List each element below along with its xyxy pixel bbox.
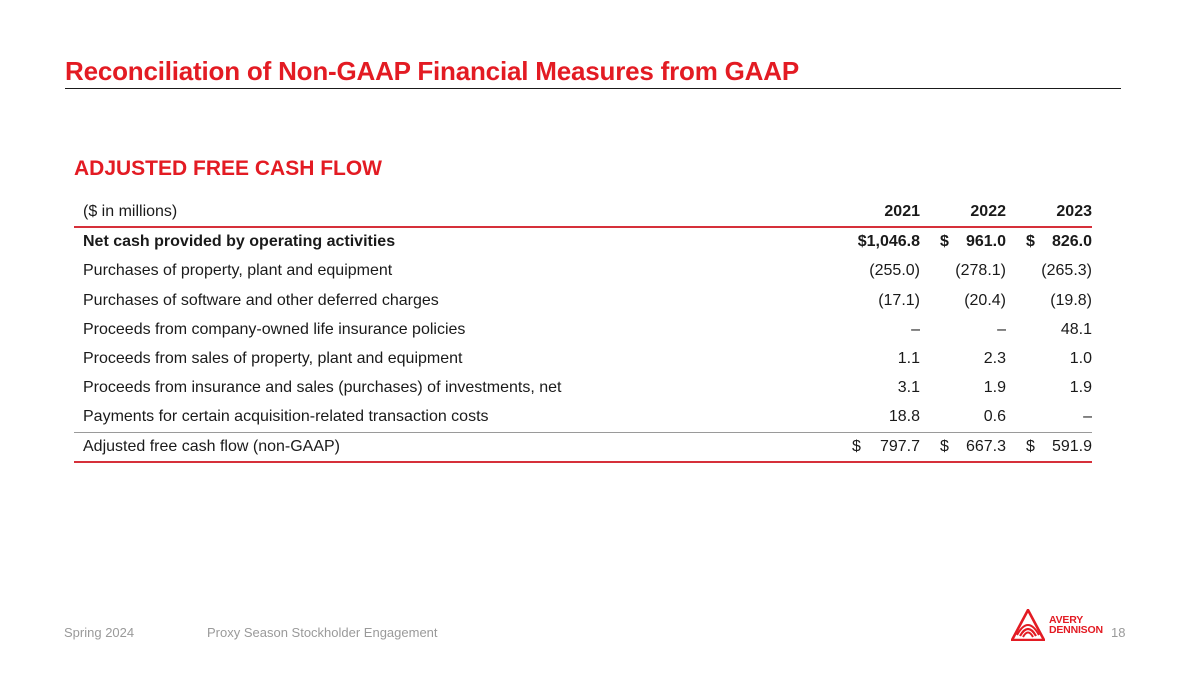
table-row: Proceeds from sales of property, plant a…	[74, 344, 1092, 373]
row-value-2023: $826.0	[1026, 233, 1092, 251]
currency-symbol: $	[1026, 437, 1035, 455]
total-value-2023: $591.9	[1026, 437, 1092, 455]
row-value-2022: (278.1)	[955, 262, 1006, 280]
logo-line-1: AVERY	[1049, 614, 1084, 626]
title-divider	[65, 88, 1121, 89]
row-value-2022: –	[997, 320, 1006, 338]
total-label: Adjusted free cash flow (non-GAAP)	[74, 431, 824, 463]
row-label: Proceeds from insurance and sales (purch…	[83, 379, 562, 397]
row-label: Proceeds from sales of property, plant a…	[83, 350, 463, 368]
table-header-row: ($ in millions) 2021 2022 2023	[74, 198, 1092, 229]
row-label: Net cash provided by operating activitie…	[83, 233, 396, 251]
table-row: Proceeds from company-owned life insuran…	[74, 315, 1092, 344]
row-value-2022: 0.6	[983, 408, 1006, 426]
slide-title: Reconciliation of Non-GAAP Financial Mea…	[65, 56, 799, 86]
row-value-2023: 1.9	[1069, 379, 1092, 397]
logo-line-2: DENNISON	[1049, 624, 1103, 636]
row-value-2023: (265.3)	[1041, 262, 1092, 280]
adjusted-free-cash-flow-table: ($ in millions) 2021 2022 2023 Net cash …	[74, 198, 1092, 463]
row-value-2023: 48.1	[1060, 320, 1092, 338]
total-value-2021: $797.7	[852, 437, 920, 455]
unit-label: ($ in millions)	[74, 198, 824, 229]
row-value-2022: (20.4)	[964, 291, 1006, 309]
section-heading: ADJUSTED FREE CASH FLOW	[74, 157, 383, 180]
row-value-2021: (17.1)	[878, 291, 920, 309]
avery-dennison-logo: AVERY DENNISON	[1011, 609, 1103, 641]
row-value-2023: –	[1083, 408, 1092, 426]
table-row: Proceeds from insurance and sales (purch…	[74, 374, 1092, 403]
currency-symbol: $	[852, 437, 861, 455]
row-value-2022: 1.9	[983, 379, 1006, 397]
currency-symbol: $	[1026, 233, 1035, 251]
row-label: Purchases of property, plant and equipme…	[83, 262, 393, 280]
row-label: Payments for certain acquisition-related…	[83, 408, 489, 426]
row-value-2021: (255.0)	[869, 262, 920, 280]
row-value-2021: 3.1	[897, 379, 920, 397]
total-row: Adjusted free cash flow (non-GAAP) $797.…	[74, 431, 1092, 463]
row-value-2023: 1.0	[1069, 350, 1092, 368]
total-value-2022: $667.3	[940, 437, 1006, 455]
year-header-2022: 2022	[920, 198, 1006, 229]
row-label: Proceeds from company-owned life insuran…	[83, 320, 466, 338]
row-value-2022: 2.3	[983, 350, 1006, 368]
table-row: Net cash provided by operating activitie…	[74, 227, 1092, 256]
currency-symbol: $	[940, 233, 949, 251]
page-number: 18	[1111, 625, 1126, 640]
row-value-2021: –	[911, 320, 920, 338]
logo-wordmark: AVERY DENNISON	[1049, 614, 1103, 636]
row-value-2021: $1,046.8	[857, 233, 920, 251]
row-value-2023: (19.8)	[1050, 291, 1092, 309]
table-row: Payments for certain acquisition-related…	[74, 403, 1092, 432]
row-value-2021: 1.1	[897, 350, 920, 368]
footer-date: Spring 2024	[64, 625, 135, 640]
table-row: Purchases of software and other deferred…	[74, 286, 1092, 315]
row-label: Purchases of software and other deferred…	[83, 291, 439, 309]
year-header-2021: 2021	[824, 198, 920, 229]
row-value-2021: 18.8	[888, 408, 920, 426]
table-row: Purchases of property, plant and equipme…	[74, 257, 1092, 286]
currency-symbol: $	[940, 437, 949, 455]
year-header-2023: 2023	[1006, 198, 1092, 229]
footer-event-name: Proxy Season Stockholder Engagement	[207, 625, 438, 640]
row-value-2022: $961.0	[940, 233, 1006, 251]
avery-dennison-logo-icon	[1011, 609, 1045, 641]
